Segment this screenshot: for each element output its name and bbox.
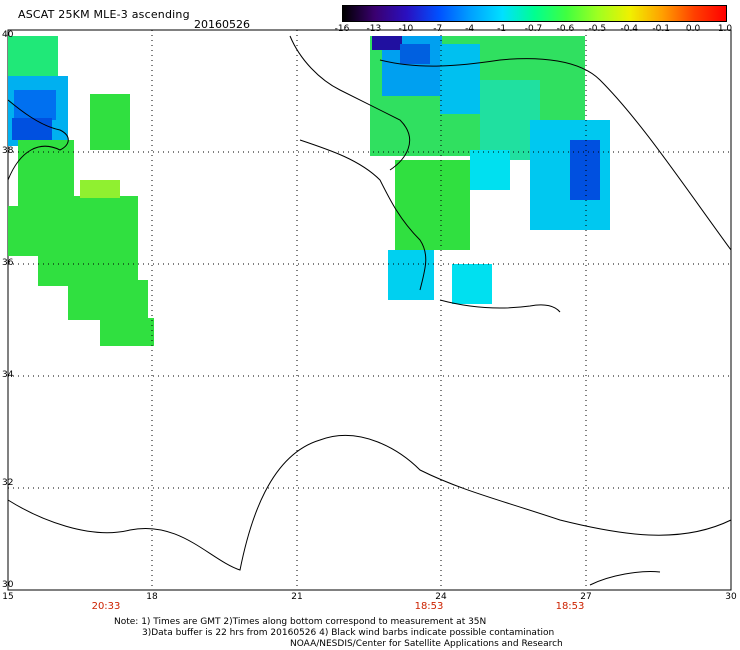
- swath-west: [8, 36, 154, 346]
- swath-east: [370, 36, 610, 304]
- colorbar-tick-label: 0.0: [685, 24, 701, 34]
- colorbar-tick-label: -0.1: [652, 24, 670, 34]
- map-title: ASCAT 25KM MLE-3 ascending: [18, 8, 190, 21]
- map-date: 20160526: [194, 18, 250, 31]
- note-line-2: 3)Data buffer is 22 hrs from 20160526 4)…: [142, 628, 555, 638]
- lat-label: 38: [2, 146, 14, 156]
- colorbar-tick-label: -0.7: [524, 24, 543, 34]
- colorbar-tick-label: -0.4: [620, 24, 639, 34]
- colorbar-tick-label: 1.0: [717, 24, 733, 34]
- coastlines: [7, 35, 732, 586]
- lon-label: 21: [291, 592, 303, 602]
- colorbar: [342, 5, 727, 22]
- lon-label: 24: [435, 592, 447, 602]
- colorbar-tick-label: -0.5: [588, 24, 607, 34]
- colorbar-tick-label: -10: [398, 24, 414, 34]
- lat-label: 34: [2, 370, 14, 380]
- lat-label: 40: [2, 30, 14, 40]
- lat-label: 36: [2, 258, 14, 268]
- colorbar-tick-label: -1: [497, 24, 507, 34]
- swath-time: 20:33: [91, 601, 121, 612]
- lon-label: 18: [146, 592, 158, 602]
- note-line-1: Note: 1) Times are GMT 2)Times along bot…: [114, 617, 487, 627]
- lat-label: 30: [2, 580, 14, 590]
- lon-label: 27: [580, 592, 592, 602]
- lat-label: 32: [2, 478, 14, 488]
- colorbar-tick-label: -16: [334, 24, 350, 34]
- lon-label: 15: [2, 592, 14, 602]
- swath-time: 18:53: [414, 601, 444, 612]
- swath-time: 18:53: [555, 601, 585, 612]
- colorbar-tick-label: -0.6: [556, 24, 575, 34]
- colorbar-tick-label: -13: [366, 24, 382, 34]
- colorbar-tick-label: -7: [433, 24, 443, 34]
- plot-frame: [7, 29, 732, 591]
- lon-label: 30: [725, 592, 737, 602]
- graticule: [8, 30, 731, 590]
- colorbar-tick-label: -4: [465, 24, 475, 34]
- note-line-3: NOAA/NESDIS/Center for Satellite Applica…: [290, 639, 563, 649]
